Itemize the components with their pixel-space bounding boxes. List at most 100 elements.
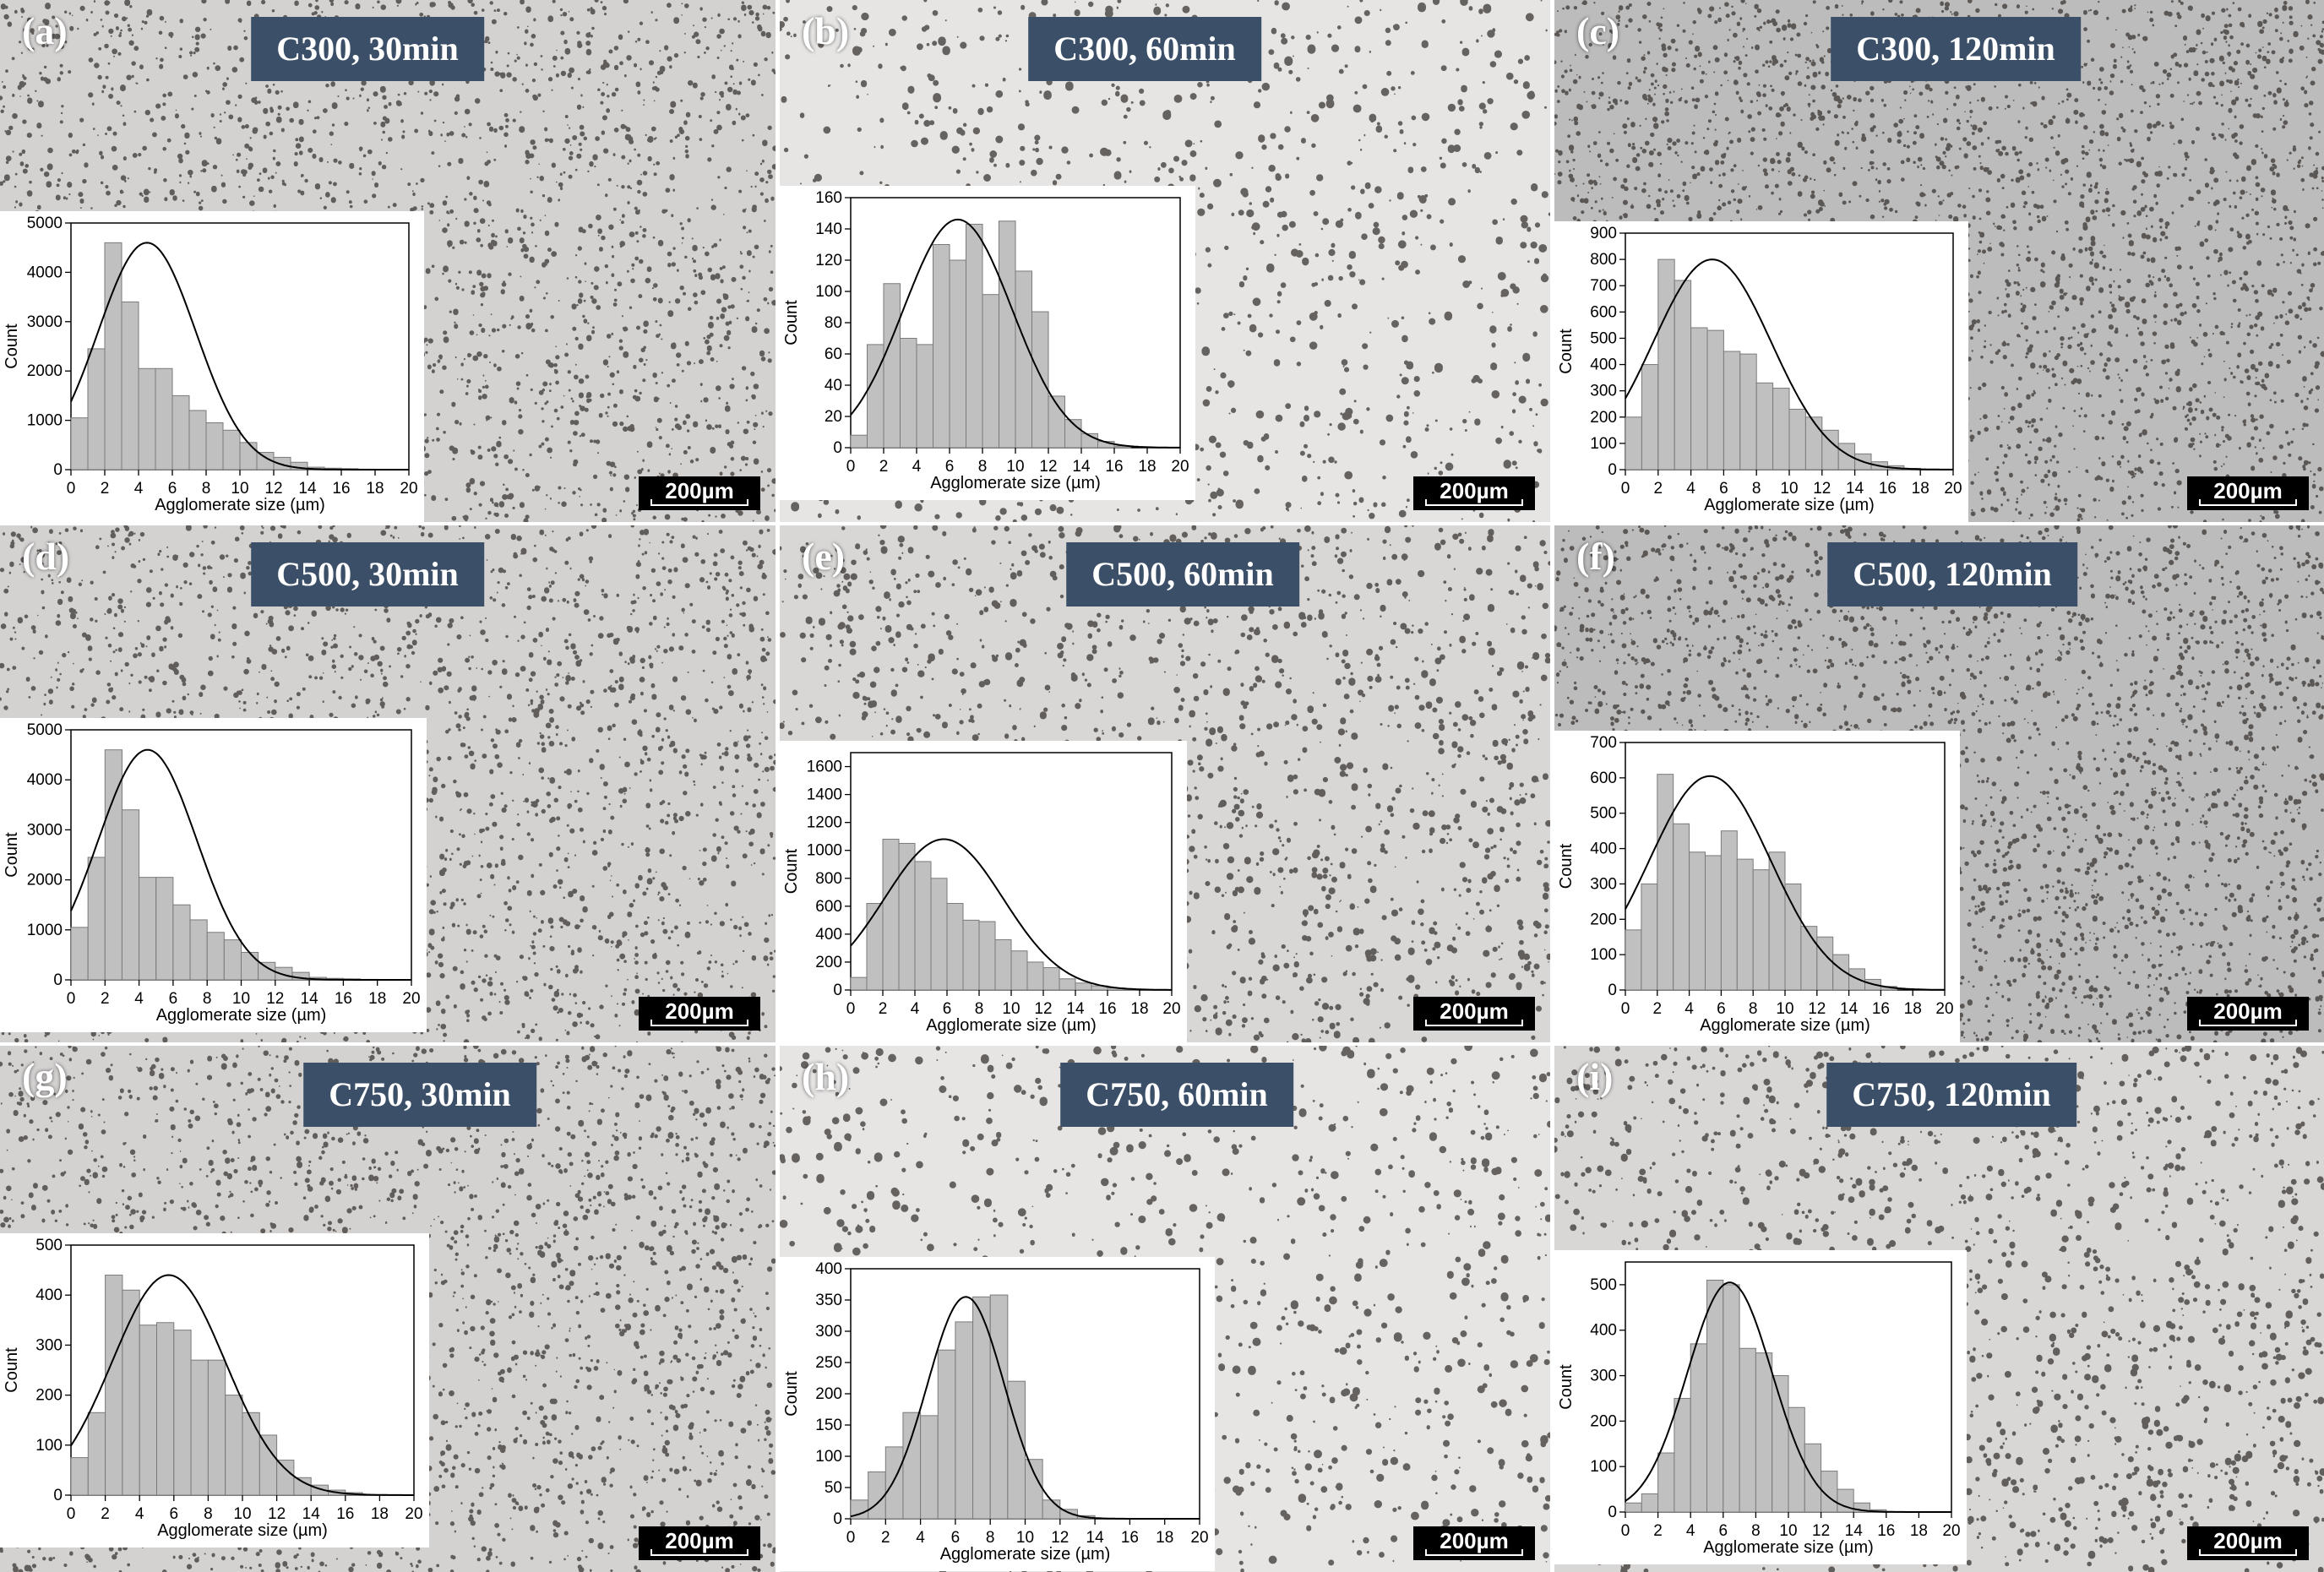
y-tick-label: 400 xyxy=(35,1286,63,1304)
histogram-bar xyxy=(915,862,931,990)
x-axis-label: Agglomerate size (µm) xyxy=(940,1545,1111,1564)
x-tick-label: 2 xyxy=(1653,1522,1663,1540)
histogram-bar xyxy=(242,952,259,980)
histogram-bar xyxy=(206,423,223,470)
histogram-bar xyxy=(1658,1453,1674,1512)
x-tick-label: 8 xyxy=(975,1000,984,1018)
x-tick-label: 12 xyxy=(1813,480,1831,498)
histogram-bar xyxy=(71,927,88,980)
y-axis-label: Count xyxy=(3,832,21,878)
x-tick-label: 20 xyxy=(1944,480,1962,498)
x-tick-label: 20 xyxy=(1171,458,1189,476)
y-tick-label: 0 xyxy=(833,1510,842,1528)
y-tick-label: 600 xyxy=(1590,770,1617,787)
x-axis-label: Agglomerate size (µm) xyxy=(930,474,1101,492)
histogram-bar xyxy=(903,1412,921,1519)
histogram-bar xyxy=(139,368,155,470)
y-tick-label: 200 xyxy=(1590,911,1617,928)
x-tick-label: 0 xyxy=(1621,1000,1630,1018)
histogram-bar xyxy=(1625,417,1641,470)
x-tick-label: 10 xyxy=(232,990,250,1008)
x-tick-label: 10 xyxy=(1016,1529,1034,1547)
x-tick-label: 8 xyxy=(202,480,211,498)
scale-bar: 200µm xyxy=(2187,1526,2309,1560)
histogram-chart: 0 2 4 6 8 10 12 14 16 18 20010002000300040005000Ag… xyxy=(0,718,427,1032)
histogram-inset: 0 2 4 6 8 10 12 14 16 18 20 0 50 100 150 200 250 300 350 40… xyxy=(780,1257,1215,1571)
y-tick-label: 800 xyxy=(815,870,842,888)
x-tick-label: 16 xyxy=(332,480,350,498)
y-tick-label: 200 xyxy=(815,1385,842,1403)
x-tick-label: 2 xyxy=(101,1505,110,1523)
scale-bar-line xyxy=(650,1020,748,1026)
histogram-bar xyxy=(1641,365,1657,470)
x-axis-label: Agglomerate size (µm) xyxy=(1700,1016,1870,1035)
x-tick-label: 10 xyxy=(233,1505,251,1523)
y-tick-label: 3000 xyxy=(27,313,63,331)
x-tick-label: 20 xyxy=(1162,1000,1180,1018)
x-tick-label: 4 xyxy=(911,1000,920,1018)
x-tick-label: 20 xyxy=(1190,1529,1208,1547)
histogram-bar xyxy=(851,977,867,990)
x-tick-label: 6 xyxy=(169,990,178,1008)
histogram-bar xyxy=(1059,979,1075,990)
panel-b: (b) C300, 60min 0 2 4 6 8 10 12 14 16 18 20 0 20 40 60 80… xyxy=(780,0,1550,522)
y-tick-label: 0 xyxy=(1608,461,1617,479)
x-tick-label: 14 xyxy=(1072,458,1091,476)
scale-bar: 200µm xyxy=(1413,476,1535,510)
histogram-bar xyxy=(947,904,963,990)
y-tick-label: 400 xyxy=(815,926,842,944)
histogram-bar xyxy=(242,1412,259,1495)
scale-bar-line xyxy=(1425,1020,1523,1026)
x-tick-label: 20 xyxy=(1935,1000,1953,1018)
histogram-bar xyxy=(157,1323,174,1495)
y-tick-label: 200 xyxy=(1590,409,1617,427)
x-tick-label: 0 xyxy=(67,990,76,1008)
histogram-bar xyxy=(173,905,190,980)
scale-bar-line xyxy=(2199,1549,2297,1556)
panel-a: (a) C300, 30min 0 2 4 6 8 10 12 14 16 18 20 0 1000 2000… xyxy=(0,0,776,522)
x-tick-label: 20 xyxy=(402,990,420,1008)
y-tick-label: 1000 xyxy=(27,412,63,430)
scale-bar-line xyxy=(1425,499,1523,506)
y-tick-label: 1400 xyxy=(807,786,842,804)
histogram-chart: 0 2 4 6 8 10 12 14 16 18 20010002000300040005000Ag… xyxy=(0,211,424,522)
histogram-bar xyxy=(1817,937,1833,990)
histogram-bar xyxy=(1753,870,1769,990)
histogram-bar xyxy=(1740,354,1756,470)
panel-title-badge: C300, 30min xyxy=(251,17,484,81)
panel-title-badge: C750, 120min xyxy=(1826,1063,2076,1127)
x-tick-label: 10 xyxy=(1002,1000,1020,1018)
x-tick-label: 14 xyxy=(1066,1000,1085,1018)
x-tick-label: 16 xyxy=(335,990,352,1008)
histogram-chart: 0 2 4 6 8 10 12 14 16 18 200100200300400500600700A… xyxy=(1554,731,1960,1042)
x-tick-label: 6 xyxy=(945,458,955,476)
y-tick-label: 700 xyxy=(1590,277,1617,295)
x-tick-label: 12 xyxy=(1051,1529,1069,1547)
x-tick-label: 8 xyxy=(1749,1000,1758,1018)
scale-bar: 200µm xyxy=(639,476,760,510)
x-tick-label: 14 xyxy=(1846,480,1864,498)
x-axis-label: Agglomerate size (µm) xyxy=(1704,496,1875,514)
y-tick-label: 2000 xyxy=(27,362,63,380)
histogram-bar xyxy=(901,339,917,449)
y-tick-label: 100 xyxy=(1590,435,1617,453)
x-tick-label: 16 xyxy=(1877,1522,1895,1540)
panel-g: (g) C750, 30min 0 2 4 6 8 10 12 14 16 18 20 0 100 200 30… xyxy=(0,1046,776,1572)
panel-letter: (b) xyxy=(802,8,849,53)
y-tick-label: 4000 xyxy=(27,264,63,281)
x-tick-label: 2 xyxy=(1653,1000,1663,1018)
histogram-bar xyxy=(1674,824,1690,990)
histogram-bar xyxy=(883,839,899,990)
y-tick-label: 40 xyxy=(825,377,842,394)
panel-title-badge: C750, 30min xyxy=(303,1063,536,1127)
panel-letter: (d) xyxy=(22,534,69,579)
x-tick-label: 10 xyxy=(231,480,248,498)
x-tick-label: 4 xyxy=(1686,480,1695,498)
histogram-bar xyxy=(999,221,1016,448)
histogram-bar xyxy=(1641,1493,1657,1512)
x-tick-label: 8 xyxy=(986,1529,995,1547)
histogram-bar xyxy=(224,940,241,980)
y-tick-label: 3000 xyxy=(27,821,63,839)
x-tick-label: 6 xyxy=(951,1529,961,1547)
panel-title-badge: C500, 30min xyxy=(251,542,484,606)
